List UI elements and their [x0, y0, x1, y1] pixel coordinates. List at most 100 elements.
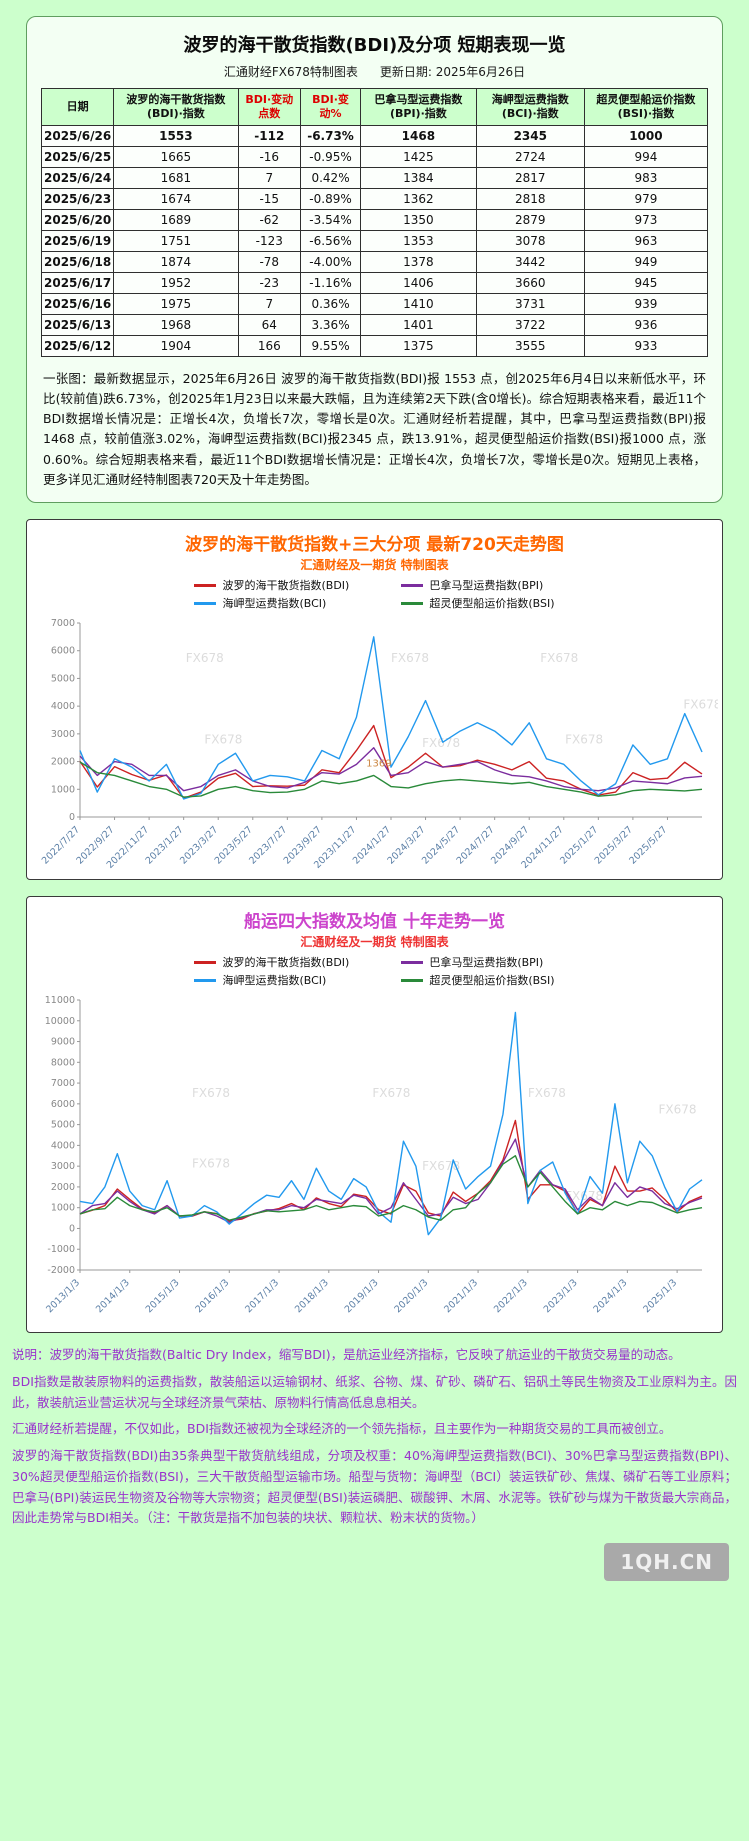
legend-label-bdi: 波罗的海干散货指数(BDI)	[222, 579, 350, 592]
column-header: BDI·变动%	[300, 88, 362, 126]
chart-720d-subtitle: 汇通财经及一期货 特制图表	[300, 558, 449, 572]
y-tick-label: -1000	[47, 1244, 75, 1255]
table-title: 波罗的海干散货指数(BDI)及分项 短期表现一览	[183, 35, 566, 56]
explanation-section: 说明：波罗的海干散货指数(Baltic Dry Index，缩写BDI)，是航运…	[12, 1345, 737, 1581]
x-tick-label: 2018/1/3	[292, 1277, 330, 1315]
table-cell: 1425	[360, 145, 477, 168]
legend-item-bci: 海岬型运费指数(BCI)	[194, 595, 349, 611]
table-cell: 2025/6/19	[40, 229, 115, 252]
table-cell: 3731	[475, 292, 585, 315]
legend-label-bsi: 超灵便型船运价指数(BSI)	[429, 974, 555, 987]
y-tick-label: 8000	[50, 1057, 74, 1068]
table-cell: 3442	[475, 250, 585, 273]
y-tick-label: 10000	[44, 1016, 74, 1027]
series-line-bci	[79, 1011, 702, 1236]
y-tick-label: 3000	[50, 729, 74, 740]
table-row: 2025/6/18 1874 -78 -4.00% 1378 3442 949	[40, 250, 709, 273]
legend-item-bdi: 波罗的海干散货指数(BDI)	[194, 954, 349, 970]
table-cell: -4.00%	[300, 250, 362, 273]
bdi-summary-panel: 波罗的海干散货指数(BDI)及分项 短期表现一览 汇通财经FX678特制图表 更…	[26, 16, 723, 503]
summary-note: 一张图：最新数据显示，2025年6月26日 波罗的海干散货指数(BDI)报 15…	[43, 370, 706, 487]
y-tick-label: 6000	[50, 1099, 74, 1110]
legend-label-bdi: 波罗的海干散货指数(BDI)	[222, 956, 350, 969]
table-cell: -0.89%	[300, 187, 362, 210]
y-tick-label: 7000	[50, 618, 74, 629]
column-header: 日期	[40, 88, 115, 126]
table-cell: -123	[237, 229, 302, 252]
table-cell: -112	[237, 124, 302, 147]
y-tick-label: -2000	[47, 1265, 75, 1276]
column-header: 巴拿马型运费指数(BPI)·指数	[360, 88, 477, 126]
bdi-table-head: 日期 波罗的海干散货指数(BDI)·指数 BDI·变动点数 BDI·变动% 巴拿马型运费…	[40, 88, 709, 126]
table-cell: 2817	[475, 166, 585, 189]
table-cell: 1000	[583, 124, 709, 147]
table-cell: -6.73%	[300, 124, 362, 147]
table-cell: 2025/6/17	[40, 271, 115, 294]
legend-item-bpi: 巴拿马型运费指数(BPI)	[401, 577, 554, 593]
legend-swatch-bdi	[194, 960, 217, 964]
legend-label-bci: 海岬型运费指数(BCI)	[222, 974, 327, 987]
series-line-bsi	[79, 1155, 702, 1221]
legend-item-bsi: 超灵便型船运价指数(BSI)	[401, 972, 555, 988]
table-cell: 949	[583, 250, 709, 273]
table-cell: 1751	[113, 229, 239, 252]
legend-item-bci: 海岬型运费指数(BCI)	[194, 972, 349, 988]
table-cell: 1401	[360, 313, 477, 336]
x-tick-label: 2013/1/3	[44, 1277, 82, 1315]
explain-paragraph-4: 波罗的海干散货指数(BDI)由35条典型干散货航线组成，分项及权重：40%海岬型…	[12, 1448, 737, 1526]
table-cell: 979	[583, 187, 709, 210]
table-source-label: 汇通财经FX678特制图表	[223, 65, 358, 79]
bdi-table-body: 2025/6/26 1553 -112 -6.73% 1468 2345 1000 2025/…	[40, 124, 709, 357]
x-tick-label: 2014/1/3	[93, 1277, 131, 1315]
table-cell: 2025/6/20	[40, 208, 115, 231]
table-cell: 2724	[475, 145, 585, 168]
table-cell: 166	[237, 334, 302, 357]
y-tick-label: 5000	[50, 673, 74, 684]
legend-swatch-bpi	[401, 583, 424, 587]
table-cell: 1968	[113, 313, 239, 336]
table-cell: 2025/6/26	[40, 124, 115, 147]
table-cell: 0.42%	[300, 166, 362, 189]
table-cell: 64	[237, 313, 302, 336]
table-cell: 1689	[113, 208, 239, 231]
bdi-table-head-row: 日期 波罗的海干散货指数(BDI)·指数 BDI·变动点数 BDI·变动% 巴拿马型运费…	[40, 88, 709, 126]
x-tick-label: 2025/1/3	[641, 1277, 679, 1315]
table-cell: 1674	[113, 187, 239, 210]
legend-item-bpi: 巴拿马型运费指数(BPI)	[401, 954, 554, 970]
table-cell: 1406	[360, 271, 477, 294]
fx678-watermark: FX678	[191, 1086, 229, 1100]
x-tick-label: 2023/1/3	[541, 1277, 579, 1315]
table-cell: 1904	[113, 334, 239, 357]
table-cell: -6.56%	[300, 229, 362, 252]
table-cell: 3555	[475, 334, 585, 357]
table-cell: 936	[583, 313, 709, 336]
y-tick-label: 0	[68, 812, 74, 823]
table-cell: 994	[583, 145, 709, 168]
y-tick-label: 3000	[50, 1161, 74, 1172]
table-cell: 983	[583, 166, 709, 189]
chart-10y-legend: 波罗的海干散货指数(BDI) 巴拿马型运费指数(BPI) 海岬型运费指数(BCI) 超…	[31, 954, 718, 988]
table-subtitle: 汇通财经FX678特制图表 更新日期: 2025年6月26日	[41, 63, 708, 80]
table-row: 2025/6/17 1952 -23 -1.16% 1406 3660 945	[40, 271, 709, 294]
bdi-table: 日期 波罗的海干散货指数(BDI)·指数 BDI·变动点数 BDI·变动% 巴拿马型运费…	[40, 88, 709, 357]
fx678-watermark: FX678	[191, 1156, 229, 1170]
table-cell: 1350	[360, 208, 477, 231]
y-tick-label: 4000	[50, 701, 74, 712]
table-cell: 3722	[475, 313, 585, 336]
x-tick-label: 2021/1/3	[442, 1277, 480, 1315]
column-header: 超灵便型船运价指数(BSI)·指数	[583, 88, 709, 126]
table-cell: 2025/6/18	[40, 250, 115, 273]
table-cell: 933	[583, 334, 709, 357]
legend-swatch-bpi	[401, 960, 424, 964]
table-cell: 945	[583, 271, 709, 294]
site-watermark: 1QH.CN	[604, 1543, 729, 1581]
table-cell: 1378	[360, 250, 477, 273]
legend-swatch-bsi	[401, 601, 424, 605]
column-header: 海岬型运费指数(BCI)·指数	[475, 88, 585, 126]
legend-label-bpi: 巴拿马型运费指数(BPI)	[429, 579, 544, 592]
table-cell: 1874	[113, 250, 239, 273]
x-tick-label: 2016/1/3	[193, 1277, 231, 1315]
chart-10y-subtitle: 汇通财经及一期货 特制图表	[300, 935, 449, 949]
page: 波罗的海干散货指数(BDI)及分项 短期表现一览 汇通财经FX678特制图表 更…	[0, 16, 749, 1581]
